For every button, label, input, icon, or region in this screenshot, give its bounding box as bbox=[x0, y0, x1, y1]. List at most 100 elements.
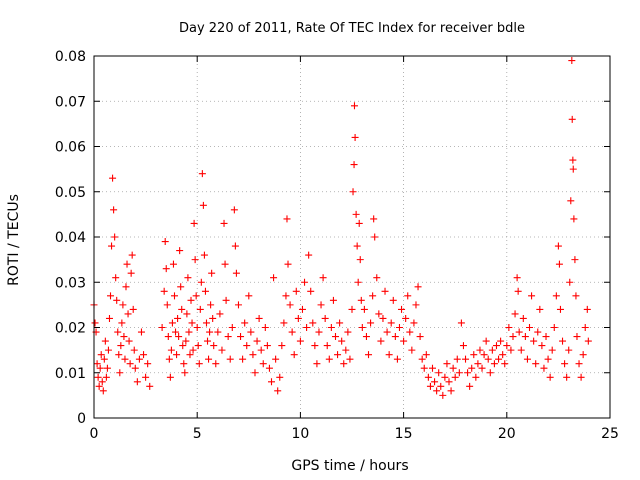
data-point bbox=[209, 314, 217, 322]
data-point bbox=[350, 161, 358, 169]
data-point bbox=[167, 346, 175, 354]
data-point bbox=[220, 219, 228, 227]
data-point bbox=[344, 328, 352, 336]
data-point bbox=[122, 283, 130, 291]
data-point bbox=[373, 274, 381, 282]
data-point bbox=[567, 197, 575, 205]
grid-lines bbox=[94, 56, 610, 418]
data-point bbox=[385, 351, 393, 359]
data-point bbox=[395, 324, 403, 331]
data-point bbox=[309, 319, 317, 327]
data-point bbox=[241, 319, 249, 327]
data-point bbox=[286, 301, 294, 309]
data-point bbox=[424, 373, 432, 381]
data-point bbox=[492, 342, 500, 350]
x-tick-label: 5 bbox=[193, 426, 202, 442]
data-point bbox=[583, 305, 591, 313]
data-point bbox=[101, 337, 109, 345]
data-point bbox=[398, 305, 406, 313]
data-point bbox=[204, 337, 212, 345]
data-point bbox=[323, 342, 331, 350]
data-point bbox=[375, 310, 383, 318]
data-point bbox=[305, 251, 313, 259]
data-point bbox=[284, 260, 292, 268]
data-point bbox=[555, 260, 563, 268]
y-tick-label: 0.02 bbox=[55, 321, 86, 337]
data-point bbox=[371, 233, 379, 241]
data-point bbox=[464, 369, 472, 377]
data-point bbox=[126, 360, 134, 368]
data-point bbox=[185, 328, 193, 336]
data-point bbox=[161, 238, 169, 246]
data-point bbox=[112, 274, 120, 282]
data-point bbox=[278, 342, 286, 350]
y-tick-label: 0.06 bbox=[55, 140, 86, 156]
data-point bbox=[169, 260, 177, 268]
data-point bbox=[210, 342, 218, 350]
y-tick-label: 0.08 bbox=[55, 49, 86, 65]
data-point bbox=[216, 310, 224, 318]
data-point bbox=[482, 337, 490, 345]
data-point bbox=[447, 387, 455, 395]
x-tick-label: 25 bbox=[601, 426, 619, 442]
data-point bbox=[247, 328, 255, 336]
data-point bbox=[509, 333, 517, 341]
data-point bbox=[228, 324, 236, 331]
data-point bbox=[577, 373, 585, 381]
data-point bbox=[445, 378, 453, 386]
data-point bbox=[408, 346, 416, 354]
data-point bbox=[420, 364, 428, 372]
data-point bbox=[158, 324, 166, 331]
x-tick-label: 0 bbox=[90, 426, 99, 442]
data-point bbox=[303, 324, 311, 331]
data-point bbox=[571, 256, 579, 264]
data-point bbox=[125, 337, 133, 345]
data-point bbox=[117, 342, 125, 350]
y-tick-label: 0 bbox=[77, 411, 86, 427]
data-point bbox=[569, 165, 577, 173]
data-point bbox=[515, 328, 523, 336]
data-point bbox=[186, 351, 194, 359]
data-point bbox=[208, 269, 216, 277]
y-tick-label: 0.03 bbox=[55, 275, 86, 291]
data-point bbox=[565, 346, 573, 354]
data-point bbox=[357, 296, 365, 304]
data-point bbox=[194, 342, 202, 350]
data-point bbox=[176, 247, 184, 255]
data-point bbox=[352, 210, 360, 218]
data-point bbox=[354, 278, 362, 286]
data-point bbox=[283, 215, 291, 223]
data-point bbox=[93, 360, 101, 368]
data-point bbox=[581, 324, 589, 331]
data-point bbox=[224, 333, 232, 341]
data-point bbox=[177, 283, 185, 291]
data-point bbox=[507, 346, 515, 354]
data-point bbox=[205, 355, 213, 363]
data-point bbox=[108, 242, 116, 250]
data-point bbox=[298, 305, 306, 313]
data-point bbox=[110, 206, 118, 214]
data-point bbox=[196, 305, 204, 313]
data-point bbox=[334, 351, 342, 359]
data-point bbox=[119, 301, 127, 309]
data-point bbox=[231, 242, 239, 250]
data-point bbox=[178, 305, 186, 313]
data-point bbox=[190, 219, 198, 227]
data-point bbox=[103, 364, 111, 372]
x-tick-label: 20 bbox=[498, 426, 516, 442]
data-point bbox=[365, 351, 373, 359]
data-point bbox=[548, 346, 556, 354]
data-point bbox=[466, 382, 474, 390]
data-point bbox=[173, 351, 181, 359]
x-tick-label: 15 bbox=[395, 426, 413, 442]
data-point bbox=[435, 369, 443, 377]
data-point bbox=[237, 333, 245, 341]
data-point bbox=[514, 287, 522, 295]
data-point bbox=[457, 319, 465, 327]
data-point bbox=[329, 296, 337, 304]
data-point bbox=[115, 351, 123, 359]
data-point bbox=[270, 274, 278, 282]
data-point bbox=[261, 324, 269, 331]
data-point bbox=[474, 360, 482, 368]
data-point bbox=[128, 251, 136, 259]
